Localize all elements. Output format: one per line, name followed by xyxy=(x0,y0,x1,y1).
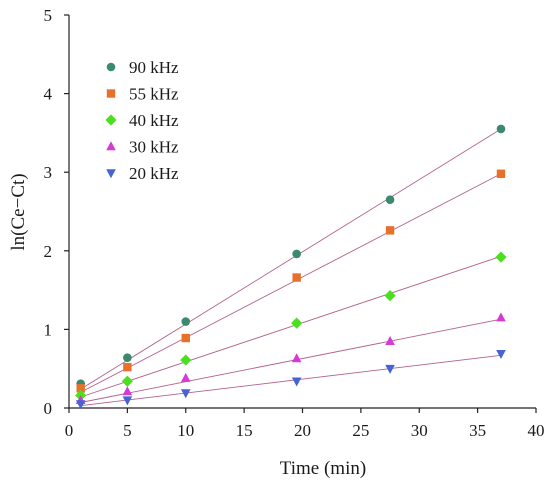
legend-marker-90-khz xyxy=(106,62,116,72)
data-point-20-khz xyxy=(291,377,302,387)
fit-line-40-khz xyxy=(80,255,502,398)
legend-marker-55-khz xyxy=(106,89,116,98)
data-point-20-khz xyxy=(496,349,506,359)
x-tick-label: 40 xyxy=(528,421,545,440)
legend-label-90-khz: 90 kHz xyxy=(129,58,179,77)
fit-line-90-khz xyxy=(80,128,502,390)
legend-marker-30-khz xyxy=(106,141,116,151)
data-point-40-khz xyxy=(121,375,133,387)
data-points xyxy=(75,124,507,410)
axes: 0 5 10 15 20 25 30 35 40 0 1 2 3 4 5 xyxy=(44,6,545,440)
legend-label-30-khz: 30 kHz xyxy=(129,138,179,157)
legend-marker-20-khz xyxy=(106,169,116,179)
legend-label-20-khz: 20 kHz xyxy=(129,164,179,183)
fit-line-55-khz xyxy=(80,173,502,393)
x-tick-label: 35 xyxy=(469,421,486,440)
data-point-55-khz xyxy=(123,362,132,372)
data-point-20-khz xyxy=(75,400,86,410)
data-point-40-khz xyxy=(291,317,303,329)
data-point-20-khz xyxy=(122,396,133,406)
y-tick-label: 5 xyxy=(44,6,53,25)
legend-label-40-khz: 40 kHz xyxy=(129,111,179,130)
data-point-30-khz xyxy=(291,353,302,363)
y-tick-label: 0 xyxy=(44,399,53,418)
x-tick-label: 20 xyxy=(294,421,311,440)
legend: 90 kHz 55 kHz 40 kHz 30 kHz 20 kHz xyxy=(105,58,179,183)
fit-line-30-khz xyxy=(80,318,502,403)
x-tick-label: 15 xyxy=(236,421,253,440)
y-tick-label: 3 xyxy=(44,163,53,182)
x-tick-label: 5 xyxy=(123,421,132,440)
data-point-55-khz xyxy=(496,169,506,178)
data-point-90-khz xyxy=(123,353,132,362)
fit-line-20-khz xyxy=(80,354,502,407)
x-tick-label: 30 xyxy=(411,421,428,440)
data-point-30-khz xyxy=(122,386,133,396)
y-axis-title: ln(Ce−Ct) xyxy=(8,173,29,250)
data-point-90-khz xyxy=(385,195,395,205)
data-point-90-khz xyxy=(292,249,301,259)
data-point-40-khz xyxy=(180,354,192,366)
x-tick-label: 25 xyxy=(352,421,369,440)
data-point-90-khz xyxy=(181,317,191,326)
data-point-30-khz xyxy=(496,312,506,322)
y-tick-label: 4 xyxy=(44,85,53,104)
y-tick-label: 1 xyxy=(44,320,53,339)
data-point-40-khz xyxy=(495,251,507,263)
legend-label-55-khz: 55 kHz xyxy=(129,85,179,104)
x-tick-label: 0 xyxy=(65,421,74,440)
y-tick-label: 2 xyxy=(44,242,53,261)
data-point-40-khz xyxy=(384,290,396,302)
x-axis-title: Time (min) xyxy=(280,458,366,479)
data-point-30-khz xyxy=(385,335,395,345)
data-point-90-khz xyxy=(496,124,506,134)
x-tick-label: 10 xyxy=(177,421,194,440)
data-point-55-khz xyxy=(181,333,190,343)
data-point-30-khz xyxy=(180,372,191,382)
legend-marker-40-khz xyxy=(105,114,117,126)
data-point-20-khz xyxy=(385,364,395,374)
data-point-20-khz xyxy=(180,389,191,399)
data-point-55-khz xyxy=(292,273,301,282)
fit-lines xyxy=(80,128,502,407)
data-point-55-khz xyxy=(76,384,85,393)
data-point-55-khz xyxy=(385,226,395,235)
